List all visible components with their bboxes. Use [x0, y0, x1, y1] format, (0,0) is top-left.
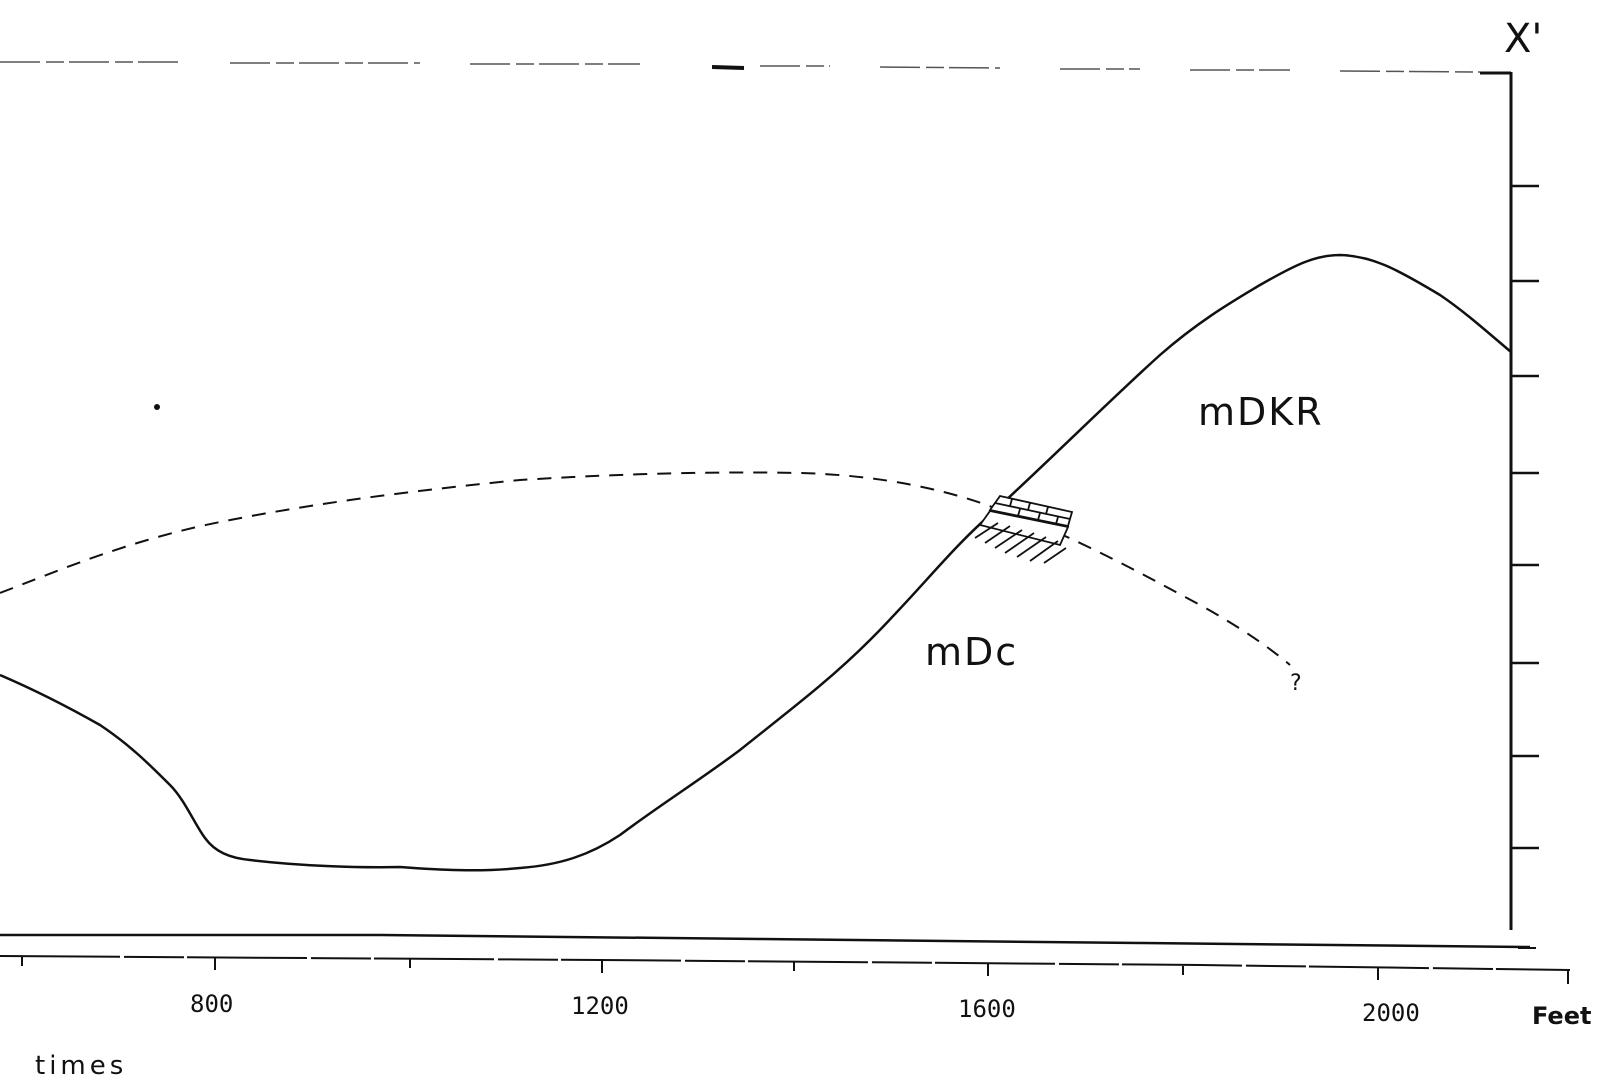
- distance-axis-ticks: [21, 957, 1569, 984]
- tick-label-2000: 2000: [1362, 999, 1420, 1027]
- ground-surface-profile: [0, 253, 1512, 872]
- contact-query-label: ?: [1290, 671, 1302, 696]
- tick-label-1600: 1600: [958, 995, 1016, 1023]
- base-line: [0, 933, 1531, 949]
- distance-axis-tick-labels: 800 1200 1600 2000: [190, 990, 1420, 1027]
- lower-unit-label: mDc: [925, 630, 1018, 674]
- upper-unit-label: mDKR: [1198, 390, 1324, 434]
- stray-dot: [154, 404, 160, 410]
- section-end-label: X': [1504, 16, 1542, 62]
- top-mark: [711, 65, 745, 70]
- distance-unit-label: Feet: [1532, 1002, 1591, 1030]
- distance-note-label: times: [35, 1051, 127, 1080]
- tick-label-800: 800: [190, 990, 233, 1018]
- lithology-symbol: [974, 494, 1074, 564]
- distance-axis-line: [0, 955, 1571, 971]
- top-frame-line: [0, 61, 1481, 73]
- unit-contact-line: [0, 471, 1291, 666]
- elevation-ticks: [1511, 184, 1539, 850]
- tick-label-1200: 1200: [571, 992, 629, 1020]
